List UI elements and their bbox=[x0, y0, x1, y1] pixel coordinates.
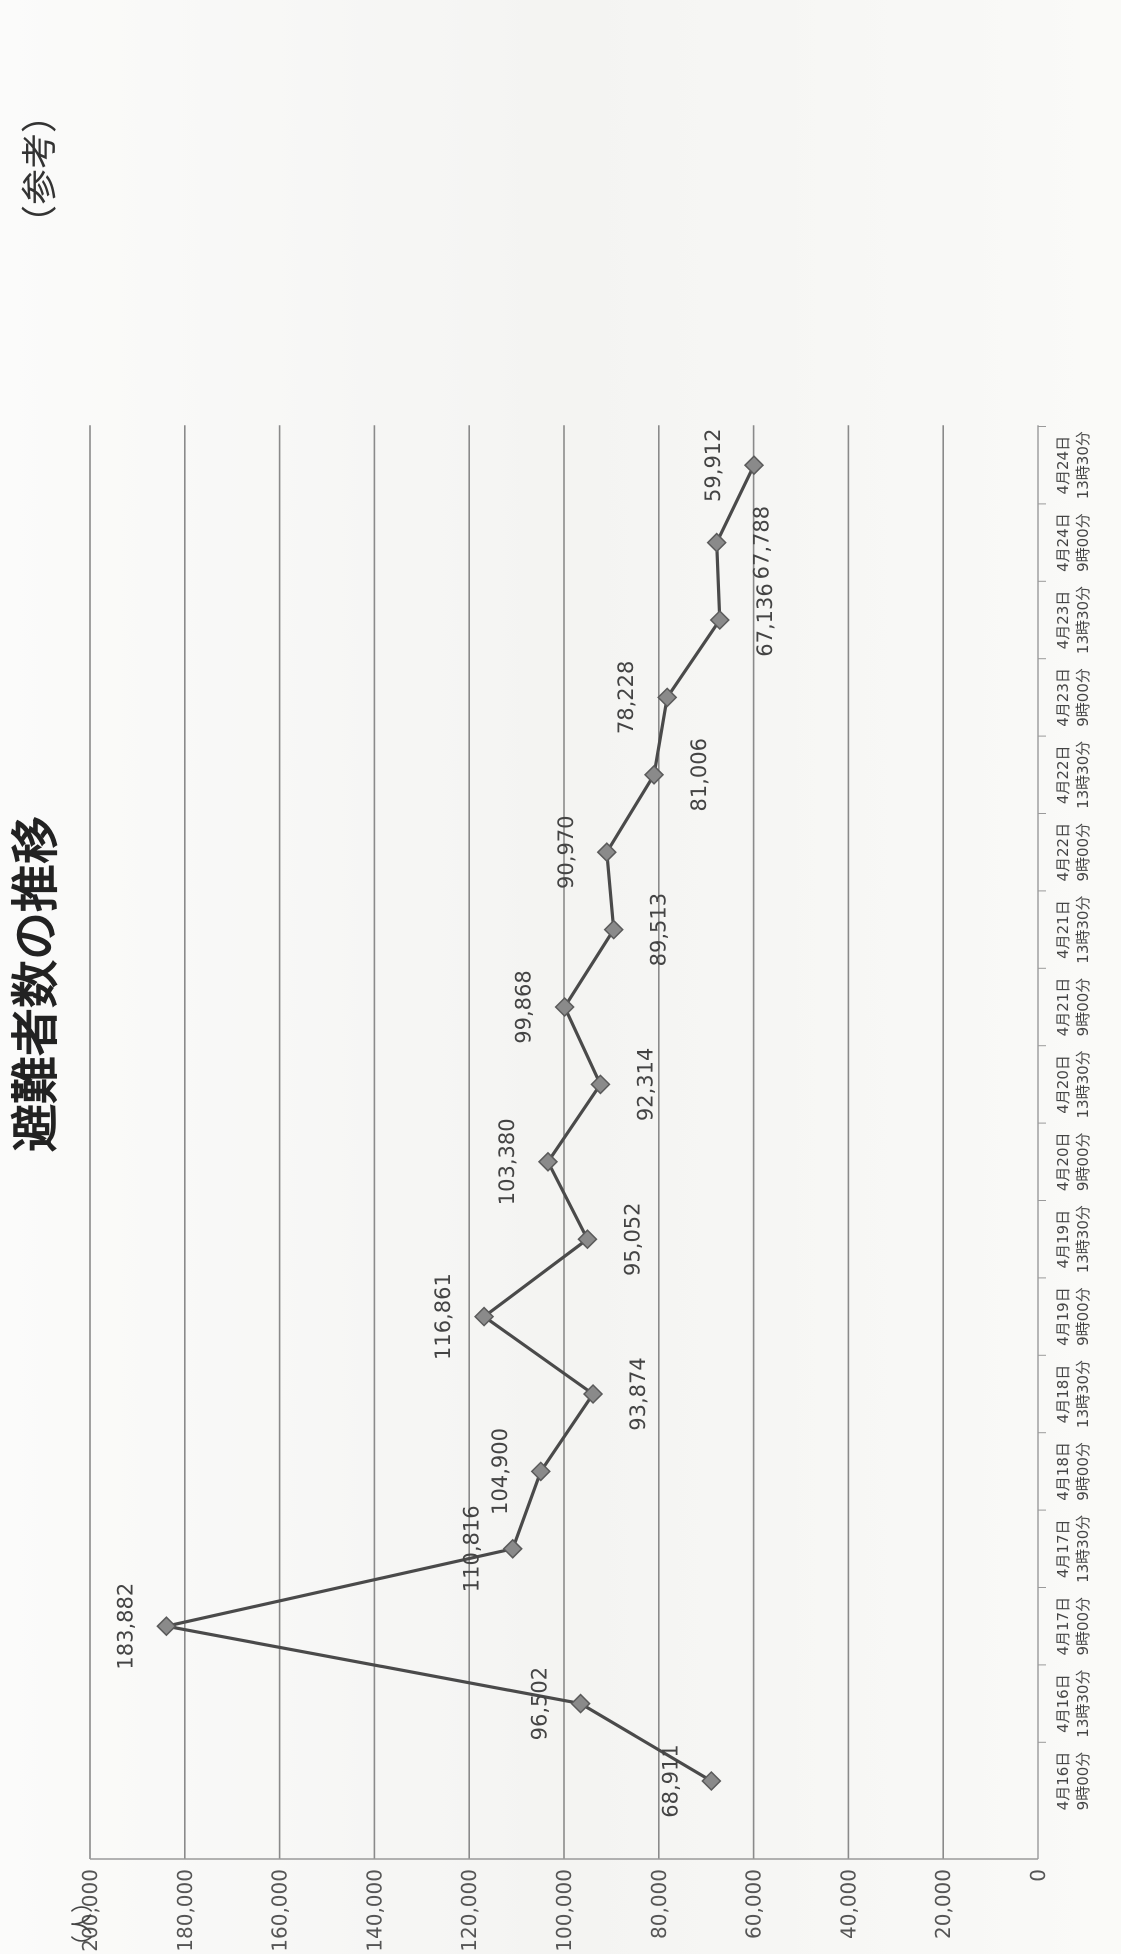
y-tick-label: 0 bbox=[1026, 1869, 1050, 1882]
data-point-marker bbox=[156, 1616, 177, 1637]
x-tick-label-time: 13時30分 bbox=[1074, 1360, 1092, 1428]
y-tick-label: 160,000 bbox=[268, 1869, 292, 1952]
x-tick-label-date: 4月23日 bbox=[1054, 591, 1072, 650]
data-label: 103,380 bbox=[495, 1118, 519, 1205]
data-point-marker bbox=[582, 1383, 604, 1405]
data-label: 68,911 bbox=[658, 1744, 682, 1817]
data-label: 78,228 bbox=[614, 661, 638, 734]
data-label: 92,314 bbox=[633, 1048, 657, 1121]
x-tick-label-time: 9時00分 bbox=[1074, 1287, 1092, 1346]
data-point-marker bbox=[596, 842, 617, 863]
x-tick-label-date: 4月16日 bbox=[1054, 1752, 1072, 1811]
x-tick-label-date: 4月22日 bbox=[1054, 745, 1072, 804]
x-tick-label-time: 9時00分 bbox=[1074, 513, 1092, 572]
data-point-marker bbox=[603, 919, 624, 940]
x-tick-label-time: 13時30分 bbox=[1074, 431, 1092, 499]
data-point-marker bbox=[530, 1461, 551, 1482]
x-tick-label-time: 13時30分 bbox=[1074, 1670, 1092, 1738]
x-tick-label-time: 13時30分 bbox=[1074, 1050, 1092, 1118]
data-point-marker bbox=[706, 532, 727, 553]
rotated-chart-group: 0 20,000 40,000 60,000 80,000 100,000 120,000 1… bbox=[8, 97, 1092, 1954]
x-tick-label-time: 9時00分 bbox=[1074, 1442, 1092, 1501]
x-tick-label-date: 4月17日 bbox=[1054, 1597, 1072, 1656]
x-tick-label-date: 4月18日 bbox=[1054, 1365, 1072, 1424]
data-point-marker bbox=[701, 1770, 722, 1792]
data-label: 59,912 bbox=[701, 428, 725, 501]
x-tick-label-date: 4月21日 bbox=[1054, 900, 1072, 959]
y-tick-labels: 0 20,000 40,000 60,000 80,000 100,000 120,000 1… bbox=[78, 1869, 1050, 1952]
y-tick-label: 120,000 bbox=[457, 1869, 481, 1952]
x-tick-label-time: 13時30分 bbox=[1074, 741, 1092, 809]
x-tick-label-date: 4月22日 bbox=[1054, 823, 1072, 882]
data-point-marker bbox=[709, 609, 730, 631]
x-tick-label-date: 4月17日 bbox=[1054, 1519, 1072, 1578]
series-evacuees bbox=[156, 455, 765, 1792]
x-tick-label-date: 4月19日 bbox=[1054, 1287, 1072, 1346]
x-tick-label-time: 9時00分 bbox=[1074, 1132, 1092, 1191]
y-tick-label: 40,000 bbox=[836, 1869, 860, 1939]
axes bbox=[90, 425, 1046, 1860]
data-point-marker bbox=[743, 455, 765, 476]
data-label: 116,861 bbox=[431, 1273, 455, 1360]
gridlines bbox=[89, 425, 945, 1859]
x-tick-label-date: 4月19日 bbox=[1054, 1210, 1072, 1269]
data-label: 67,788 bbox=[750, 506, 774, 579]
data-point-marker bbox=[643, 764, 665, 785]
data-point-marker bbox=[502, 1538, 523, 1559]
data-point-marker bbox=[537, 1151, 559, 1172]
x-tick-label-date: 4月24日 bbox=[1054, 436, 1072, 495]
y-tick-label: 80,000 bbox=[647, 1869, 671, 1939]
x-tick-label-time: 9時00分 bbox=[1074, 823, 1092, 882]
data-label: 183,882 bbox=[113, 1583, 137, 1670]
data-label: 93,874 bbox=[626, 1357, 650, 1430]
x-tick-label-date: 4月16日 bbox=[1054, 1674, 1072, 1733]
y-tick-label: 180,000 bbox=[173, 1869, 197, 1952]
y-tick-label: 100,000 bbox=[552, 1869, 576, 1952]
data-label: 81,006 bbox=[687, 738, 711, 811]
y-tick-label: 20,000 bbox=[931, 1869, 955, 1939]
x-tick-label-date: 4月20日 bbox=[1054, 1055, 1072, 1114]
x-tick-label-time: 13時30分 bbox=[1074, 586, 1092, 654]
data-label: 96,502 bbox=[528, 1667, 552, 1740]
chart-title: 避難者数の推移 bbox=[8, 816, 64, 1152]
x-tick-label-time: 9時00分 bbox=[1074, 1597, 1092, 1656]
data-point-marker bbox=[590, 1074, 611, 1095]
data-label: 99,868 bbox=[512, 970, 536, 1043]
y-tick-label: 200,000 bbox=[78, 1869, 102, 1952]
data-label: 67,136 bbox=[753, 583, 777, 656]
x-tick-label-time: 13時30分 bbox=[1074, 1205, 1092, 1273]
x-tick-label-date: 4月20日 bbox=[1054, 1132, 1072, 1191]
data-point-marker bbox=[577, 1229, 598, 1250]
x-tick-label-date: 4月18日 bbox=[1054, 1442, 1072, 1501]
x-tick-label-date: 4月23日 bbox=[1054, 668, 1072, 727]
data-point-marker bbox=[474, 1306, 495, 1327]
series-line bbox=[164, 464, 756, 1783]
x-tick-label-time: 9時00分 bbox=[1074, 978, 1092, 1037]
reference-note: （参考） bbox=[20, 97, 61, 241]
x-tick-label-date: 4月24日 bbox=[1054, 513, 1072, 572]
data-point-marker bbox=[554, 996, 575, 1018]
y-axis-unit-label: （人） bbox=[71, 1891, 96, 1954]
x-tick-label-time: 13時30分 bbox=[1074, 896, 1092, 964]
data-point-marker bbox=[570, 1693, 591, 1714]
y-tick-label: 60,000 bbox=[742, 1869, 766, 1939]
x-tick-label-date: 4月21日 bbox=[1054, 978, 1072, 1037]
y-tick-label: 140,000 bbox=[362, 1869, 386, 1952]
data-label: 95,052 bbox=[620, 1202, 644, 1275]
data-label: 110,816 bbox=[460, 1505, 484, 1592]
data-label: 89,513 bbox=[647, 893, 671, 966]
data-label: 90,970 bbox=[554, 815, 578, 888]
x-tick-label-time: 13時30分 bbox=[1074, 1515, 1092, 1583]
data-label: 104,900 bbox=[488, 1428, 512, 1515]
x-tick-label-time: 9時00分 bbox=[1074, 668, 1092, 727]
data-point-marker bbox=[657, 687, 678, 708]
x-tick-label-time: 9時00分 bbox=[1074, 1752, 1092, 1811]
